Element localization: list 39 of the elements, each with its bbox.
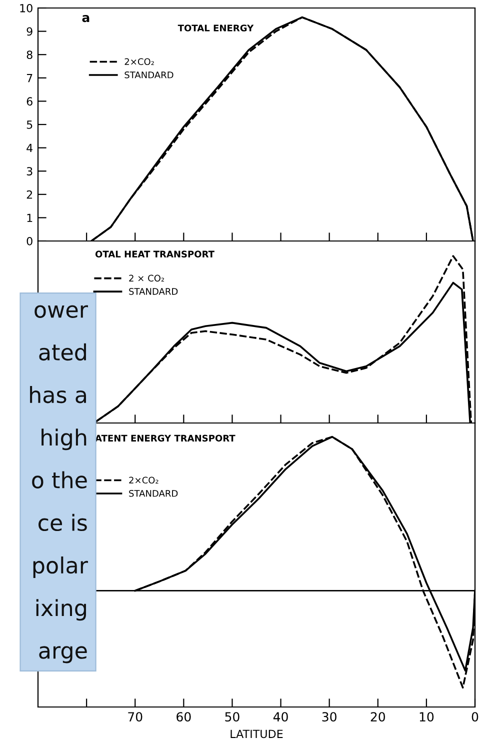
x-tick-label: 30 <box>322 712 336 722</box>
x-tick-label: 10 <box>420 712 434 722</box>
y-tick-label: 3 <box>26 167 32 176</box>
x-tick-label: 20 <box>370 712 386 722</box>
legend-label: STANDARD <box>129 288 178 295</box>
y-tick-label: 7 <box>26 74 32 82</box>
x-tick-label: 40 <box>273 712 288 722</box>
text: TOTAL ENERGY <box>178 24 254 32</box>
legend-label: 2 × CO₂ <box>129 274 164 282</box>
y-tick-label: 9 <box>26 27 32 36</box>
x-tick-label: 50 <box>225 712 240 722</box>
legend-label: STANDARD <box>129 490 178 497</box>
y-tick-label: 4 <box>26 144 33 152</box>
y-tick-label: 6 <box>26 97 32 106</box>
annotation: polar <box>33 556 88 578</box>
annotation: arge <box>39 646 87 664</box>
annotation: ixing <box>36 599 86 621</box>
y-tick-label: 0 <box>26 236 32 246</box>
y-tick-label: 8 <box>26 50 32 59</box>
annotation: o the <box>32 471 87 488</box>
legend-label: STANDARD <box>124 71 174 78</box>
annotation: ated <box>39 343 86 361</box>
legend-label: 2×CO₂ <box>129 476 158 484</box>
x-tick-label: 70 <box>128 712 142 722</box>
x-tick-label: 0 <box>472 712 478 722</box>
x-axis-title: LATITUDE <box>230 730 283 738</box>
y-tick-label: 5 <box>26 120 32 129</box>
annotation: has a <box>30 386 86 404</box>
chart-title: ATENT ENERGY TRANSPORT <box>95 434 236 442</box>
annotation: a <box>82 14 90 22</box>
y-tick-label: 10 <box>20 4 32 12</box>
chart-title: OTAL HEAT TRANSPORT <box>95 250 214 258</box>
legend-label: 2×CO₂ <box>124 58 154 66</box>
y-tick-label: 2 <box>26 190 32 199</box>
annotation: ce is <box>38 514 87 532</box>
x-tick-label: 60 <box>176 712 191 722</box>
annotation: high <box>42 428 86 450</box>
y-tick-label: 1 <box>27 214 32 222</box>
annotation: ower <box>34 305 88 318</box>
